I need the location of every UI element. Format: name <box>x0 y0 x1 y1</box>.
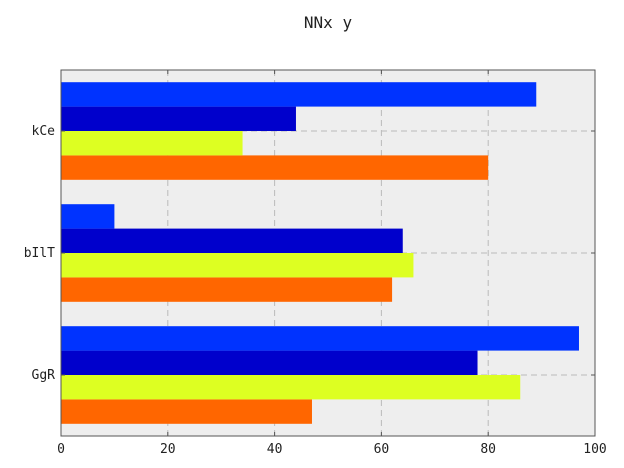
y-tick-label: bIlT <box>24 246 55 261</box>
y-tick-label: kCe <box>32 124 56 139</box>
chart-title: NNx y <box>304 13 353 32</box>
bar <box>61 155 489 180</box>
bar <box>61 131 243 156</box>
bar <box>61 82 537 107</box>
x-tick-label: 60 <box>374 442 390 457</box>
bar <box>61 326 579 351</box>
bar <box>61 277 393 302</box>
axes: 0 20 40 60 80 100 GgR bIlT kCe <box>24 70 607 457</box>
x-tick-label: 20 <box>160 442 176 457</box>
y-tick-label: GgR <box>32 368 56 383</box>
bar <box>61 228 403 253</box>
bar <box>61 350 478 375</box>
x-tick-label: 80 <box>480 442 496 457</box>
bar <box>61 375 521 400</box>
bar <box>61 106 296 131</box>
bar <box>61 204 115 229</box>
bar <box>61 399 312 424</box>
bars <box>61 82 579 424</box>
x-tick-label: 100 <box>583 442 606 457</box>
bar <box>61 253 414 278</box>
x-tick-label: 40 <box>267 442 283 457</box>
x-tick-label: 0 <box>57 442 65 457</box>
